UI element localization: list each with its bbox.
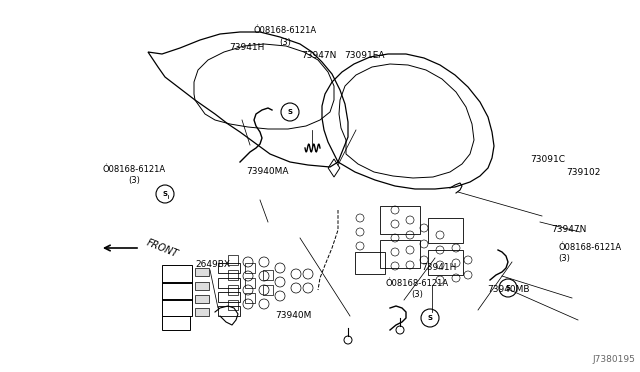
Bar [162,282,192,300]
Text: S: S [428,315,433,321]
Text: S: S [287,109,292,115]
Bar [228,300,238,310]
Bar [162,265,192,283]
Bar [228,270,238,280]
Bar [228,255,238,265]
Bar [195,268,209,276]
Text: Ó08168-6121A
(3): Ó08168-6121A (3) [103,165,166,185]
Bar [355,252,385,274]
Bar [245,278,255,288]
Bar [380,240,420,268]
Text: 73940M: 73940M [275,311,312,320]
Bar [263,270,273,280]
Bar [245,263,255,273]
Text: 73091C: 73091C [530,155,565,164]
Bar [218,306,240,316]
Text: J7380195: J7380195 [592,355,635,364]
Bar [195,282,209,290]
Bar [228,285,238,295]
Text: 73947N: 73947N [552,225,587,234]
Bar [218,292,240,302]
Text: S: S [506,285,511,291]
Bar [428,218,463,243]
Bar [162,316,190,330]
Text: Ó08168-6121A
(3): Ó08168-6121A (3) [558,243,621,263]
Text: 73940MA: 73940MA [246,167,289,176]
Bar [380,206,420,234]
Bar [195,295,209,303]
Text: Ó08168-6121A
(3): Ó08168-6121A (3) [253,26,316,46]
Text: 73947N: 73947N [301,51,336,60]
Text: S: S [163,191,168,197]
Text: 73940MB: 73940MB [488,285,530,294]
Bar [218,263,240,273]
Bar [245,293,255,303]
Text: 2649BX: 2649BX [195,260,230,269]
Bar [218,278,240,288]
Text: 73091EA: 73091EA [344,51,385,60]
Text: 73941H: 73941H [229,43,264,52]
Bar [195,308,209,316]
Text: 739102: 739102 [566,169,600,177]
Text: FRONT: FRONT [145,237,180,259]
Bar [428,250,463,275]
Bar [263,285,273,295]
Text: Ó08168-6121A
(3): Ó08168-6121A (3) [386,279,449,299]
Bar [162,299,192,316]
Text: 73941H: 73941H [421,263,456,272]
